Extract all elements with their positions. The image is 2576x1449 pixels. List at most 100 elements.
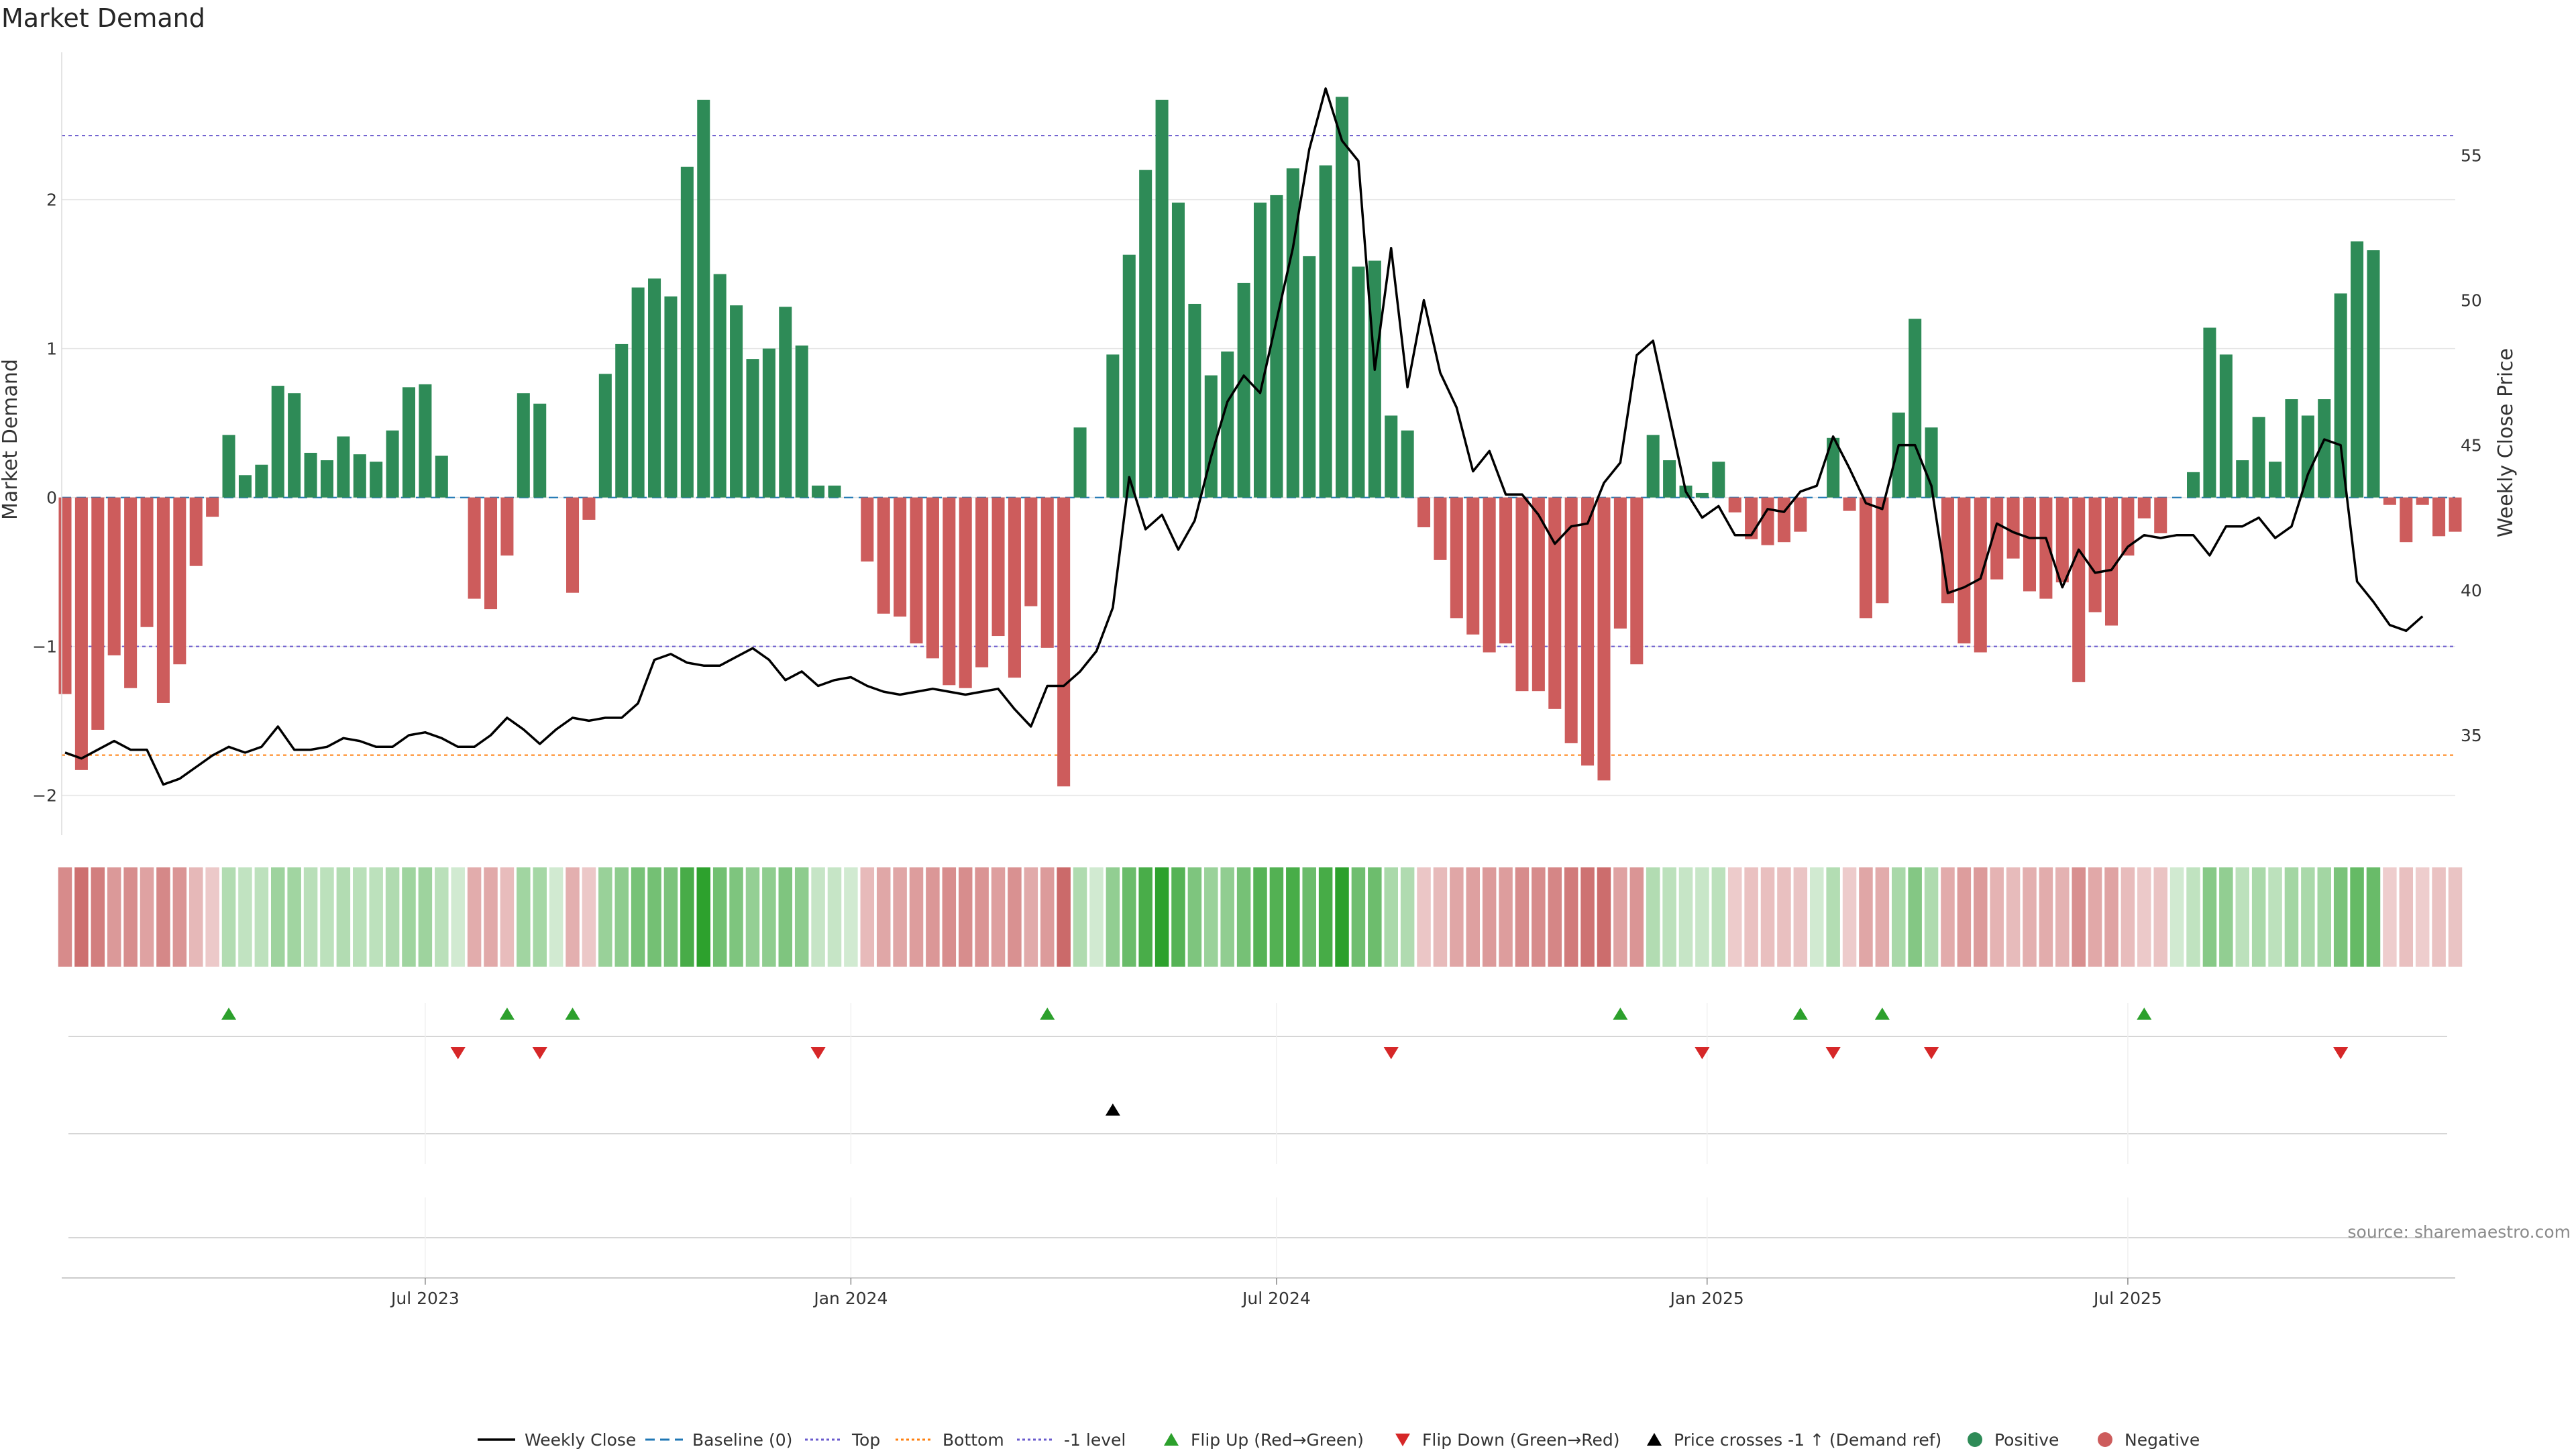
heat-strip-cell — [2169, 867, 2184, 967]
negative-demand-bar — [91, 497, 105, 730]
heat-strip-cell — [729, 867, 743, 967]
positive-demand-bar — [238, 475, 252, 498]
heat-strip-cell — [1122, 867, 1136, 967]
heat-strip-cell — [1417, 867, 1431, 967]
y-right-tick-label: 55 — [2461, 146, 2482, 165]
heat-strip-cell — [2121, 867, 2135, 967]
flip-up-marker — [1040, 1008, 1055, 1020]
negative-demand-bar — [975, 497, 989, 667]
heat-strip-cell — [2219, 867, 2233, 967]
heat-strip-cell — [484, 867, 498, 967]
flip-down-marker — [532, 1047, 547, 1059]
heat-strip-cell — [1450, 867, 1464, 967]
flip-down-marker — [1383, 1047, 1399, 1059]
heat-strip-cell — [614, 867, 629, 967]
legend-label: Bottom — [943, 1430, 1004, 1449]
legend-item-bottom: Bottom — [896, 1430, 1004, 1449]
positive-demand-bar — [1221, 352, 1234, 498]
heat-strip-cell — [2072, 867, 2086, 967]
negative-demand-bar — [1483, 497, 1496, 653]
heat-strip-cell — [1532, 867, 1546, 967]
negative-demand-bar — [500, 497, 514, 556]
flip-down-marker — [810, 1047, 826, 1059]
heat-strip-cell — [811, 867, 825, 967]
legend-label: Negative — [2125, 1430, 2200, 1449]
positive-demand-bar — [1319, 165, 1332, 498]
heat-strip-cell — [2268, 867, 2282, 967]
positive-demand-bar — [1122, 254, 1136, 498]
heat-strip-cell — [1809, 867, 1824, 967]
positive-demand-bar — [1188, 303, 1201, 498]
heat-strip-cell — [156, 867, 170, 967]
positive-demand-bar — [1204, 375, 1218, 498]
heat-strip-cell — [1400, 867, 1415, 967]
heat-strip-cell — [1155, 867, 1169, 967]
negative-demand-bar — [2416, 497, 2429, 505]
legend: Weekly Close Baseline (0) Top Bottom -1 leve… — [478, 1430, 2200, 1449]
heat-strip-cell — [778, 867, 793, 967]
heat-strip-cell — [271, 867, 285, 967]
y-left-tick-label: 1 — [46, 339, 57, 359]
positive-demand-bar — [271, 386, 284, 498]
positive-demand-bar — [779, 307, 792, 498]
x-tick-label: Jul 2024 — [1241, 1289, 1311, 1308]
positive-demand-bar — [288, 393, 301, 498]
flip-up-marker — [221, 1008, 237, 1020]
heat-strip-cell — [1384, 867, 1398, 967]
heat-strip-cell — [1171, 867, 1185, 967]
negative-demand-bar — [991, 497, 1005, 637]
negative-demand-bar — [189, 497, 203, 566]
positive-demand-bar — [402, 387, 416, 498]
heat-strip-cell — [517, 867, 531, 967]
positive-demand-bar — [353, 454, 366, 498]
heat-strip-cell — [1204, 867, 1218, 967]
heat-strip-cell — [942, 867, 957, 967]
heat-strip-cell — [172, 867, 187, 967]
heat-strip-cell — [1842, 867, 1857, 967]
legend-triangle-up-icon — [1647, 1433, 1662, 1446]
heat-strip-cell — [663, 867, 678, 967]
price-line-layer — [64, 87, 2424, 786]
positive-demand-bar — [320, 460, 333, 498]
positive-demand-bar — [2219, 354, 2233, 498]
positive-demand-bar — [2285, 399, 2298, 498]
positive-demand-bar — [2252, 417, 2265, 498]
heat-strip-cell — [369, 867, 383, 967]
heat-strip-cell — [1892, 867, 1906, 967]
heat-strip-cell — [958, 867, 973, 967]
positive-demand-bar — [1368, 260, 1381, 498]
y-left-tick-label: 2 — [46, 191, 57, 210]
weekly-close-line — [64, 87, 2424, 786]
axes: −2 −1 0 1 2 35 40 45 50 55 Market Demand Weekly Clo… — [0, 52, 2518, 835]
positive-demand-bar — [2269, 462, 2282, 498]
heat-strip-cell — [140, 867, 154, 967]
heat-strip-cell — [1351, 867, 1366, 967]
heat-strip-cell — [533, 867, 547, 967]
heat-strip-cell — [909, 867, 924, 967]
heat-strip-cell — [1924, 867, 1939, 967]
negative-demand-bar — [1057, 497, 1071, 787]
heat-strip-cell — [1253, 867, 1267, 967]
heat-strip-cell — [1711, 867, 1726, 967]
heat-strip-cell — [860, 867, 875, 967]
heat-strip-cell — [1269, 867, 1284, 967]
heat-strip-cell — [549, 867, 564, 967]
negative-demand-bar — [2432, 497, 2446, 537]
legend-label: Baseline (0) — [692, 1430, 792, 1449]
price-cross-marker — [1105, 1104, 1120, 1116]
positive-demand-bar — [533, 403, 547, 498]
negative-demand-bar — [140, 497, 154, 627]
heat-strip-cell — [1777, 867, 1791, 967]
heat-strip-cell — [1826, 867, 1840, 967]
heat-strip-cell — [123, 867, 138, 967]
negative-demand-bar — [1499, 497, 1513, 644]
heat-strip-cell — [2137, 867, 2151, 967]
heat-strip-cell — [582, 867, 596, 967]
heat-strip-cell — [745, 867, 760, 967]
negative-demand-bar — [1630, 497, 1644, 665]
legend-label: Flip Up (Red→Green) — [1191, 1430, 1364, 1449]
negative-demand-bar — [910, 497, 923, 644]
heat-strip-cell — [712, 867, 727, 967]
negative-demand-bar — [1761, 497, 1774, 545]
heat-strip-cell — [189, 867, 203, 967]
